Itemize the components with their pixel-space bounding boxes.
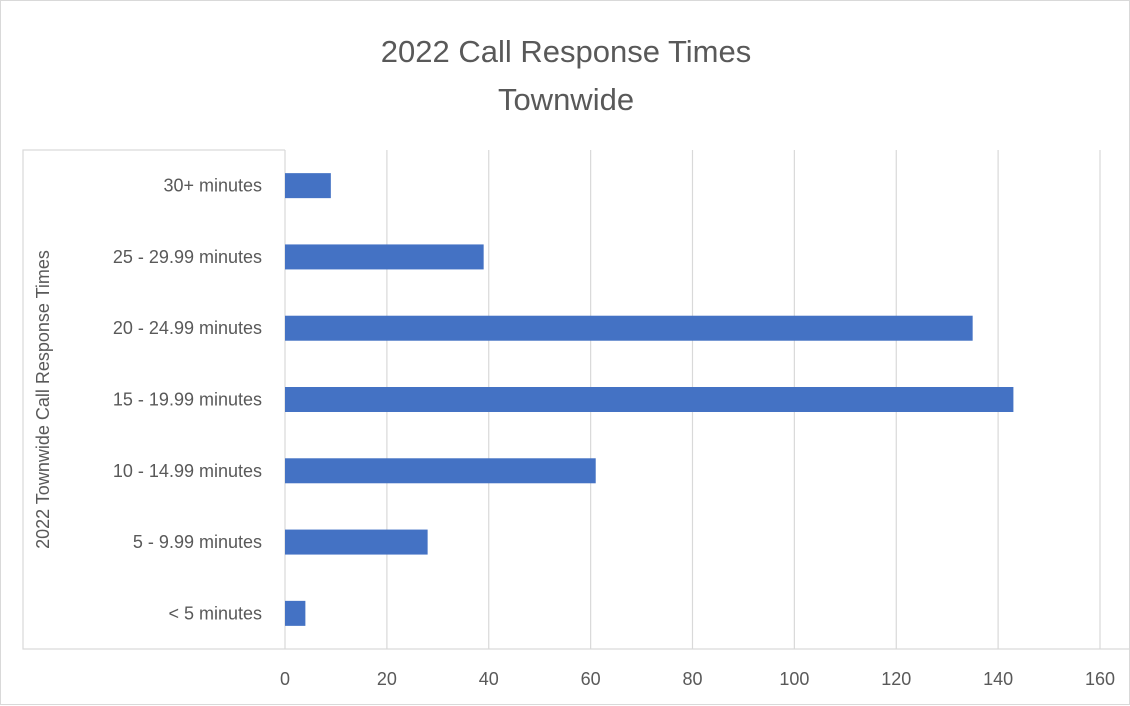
chart-subtitle: Townwide xyxy=(497,82,635,117)
x-tick-labels: 0 20 40 60 80 100 120 140 160 xyxy=(280,669,1115,689)
x-tick-label: 80 xyxy=(682,669,702,689)
category-labels: < 5 minutes 5 - 9.99 minutes 10 - 14.99 mi… xyxy=(113,176,262,624)
bar xyxy=(285,244,484,270)
category-label: < 5 minutes xyxy=(168,603,262,623)
x-tick-label: 140 xyxy=(983,669,1013,689)
category-label: 20 - 24.99 minutes xyxy=(113,318,262,338)
x-tick-label: 40 xyxy=(479,669,499,689)
x-tick-label: 0 xyxy=(280,669,290,689)
category-label: 5 - 9.99 minutes xyxy=(133,532,262,552)
bars xyxy=(285,173,1014,626)
axis-box-outline xyxy=(22,149,1130,650)
bar xyxy=(285,173,331,199)
x-tick-label: 120 xyxy=(881,669,911,689)
chart-title: 2022 Call Response Times xyxy=(380,34,752,69)
bar xyxy=(285,458,596,484)
x-tick-label: 160 xyxy=(1085,669,1115,689)
category-label: 25 - 29.99 minutes xyxy=(113,247,262,267)
category-label: 30+ minutes xyxy=(163,176,262,196)
bar xyxy=(285,600,306,626)
axis-label-box xyxy=(22,149,1130,650)
bar xyxy=(285,529,428,555)
bar xyxy=(285,315,973,341)
category-label: 10 - 14.99 minutes xyxy=(113,461,262,481)
x-tick-label: 100 xyxy=(779,669,809,689)
bar xyxy=(285,387,1014,412)
y-axis-title: 2022 Townwide Call Response Times xyxy=(33,250,53,549)
x-tick-label: 60 xyxy=(581,669,601,689)
x-tick-label: 20 xyxy=(377,669,397,689)
category-label: 15 - 19.99 minutes xyxy=(113,390,262,410)
